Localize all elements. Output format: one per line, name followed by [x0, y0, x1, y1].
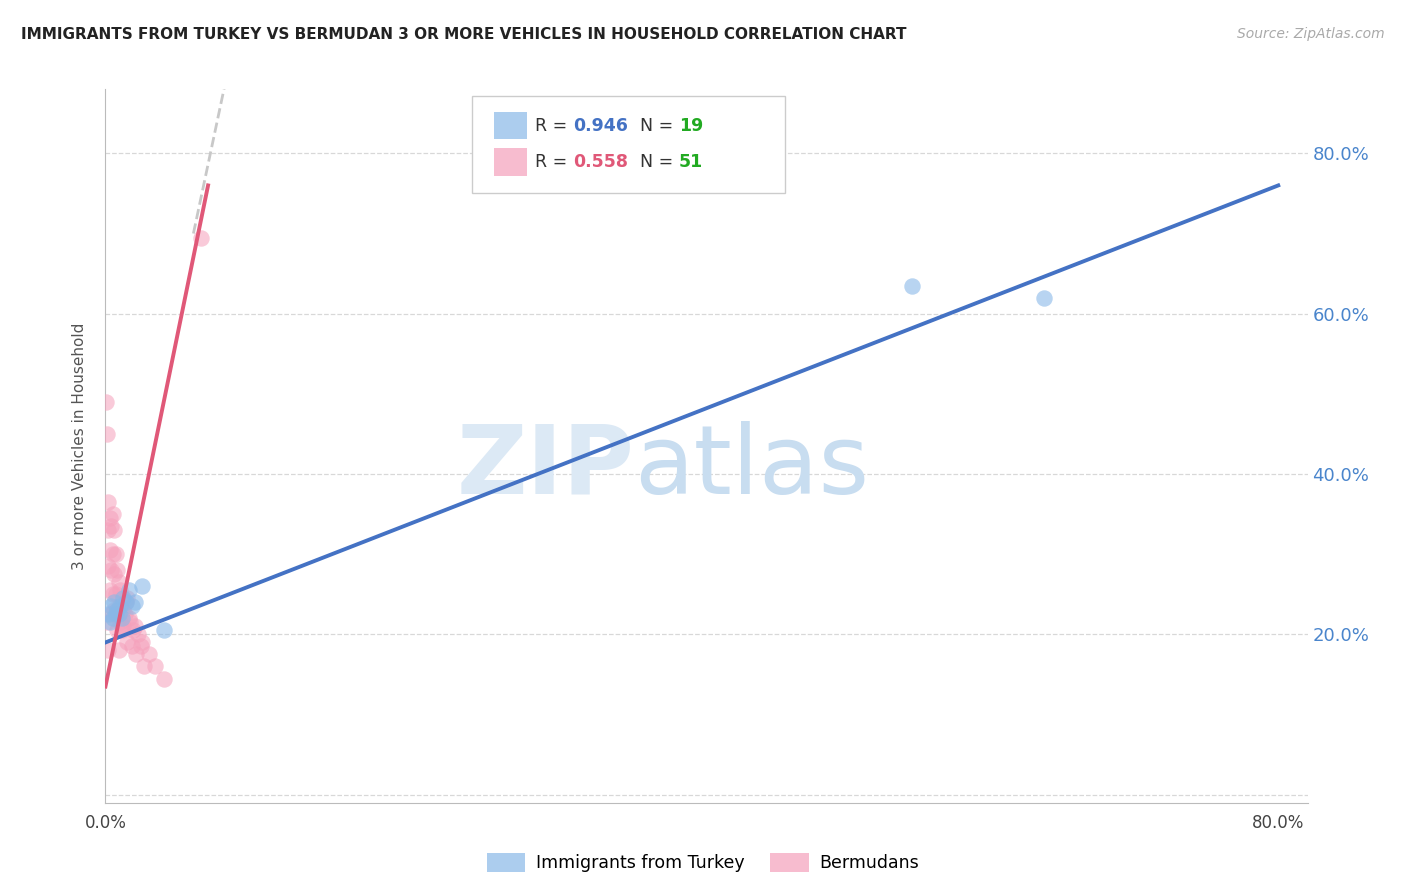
- Text: R =: R =: [534, 117, 572, 135]
- Point: [97, 495, 120, 509]
- Text: 51: 51: [679, 153, 703, 171]
- Point: [117, 635, 139, 649]
- Point: [105, 624, 128, 638]
- Text: IMMIGRANTS FROM TURKEY VS BERMUDAN 3 OR MORE VEHICLES IN HOUSEHOLD CORRELATION C: IMMIGRANTS FROM TURKEY VS BERMUDAN 3 OR …: [21, 27, 907, 42]
- FancyBboxPatch shape: [494, 112, 527, 139]
- Point: [190, 230, 212, 244]
- Point: [107, 607, 129, 622]
- Legend: Immigrants from Turkey, Bermudans: Immigrants from Turkey, Bermudans: [481, 846, 925, 879]
- FancyBboxPatch shape: [472, 96, 785, 193]
- FancyBboxPatch shape: [494, 148, 527, 176]
- Point: [97, 607, 120, 622]
- Point: [117, 591, 139, 606]
- Point: [900, 278, 922, 293]
- Point: [98, 543, 121, 558]
- Y-axis label: 3 or more Vehicles in Household: 3 or more Vehicles in Household: [72, 322, 87, 570]
- Point: [105, 563, 128, 577]
- Text: N =: N =: [640, 153, 679, 171]
- Text: atlas: atlas: [634, 421, 869, 514]
- Point: [121, 640, 143, 654]
- Point: [124, 619, 146, 633]
- Point: [96, 615, 118, 630]
- Point: [101, 547, 124, 561]
- Point: [108, 615, 131, 630]
- Text: N =: N =: [640, 117, 679, 135]
- Point: [96, 395, 118, 409]
- Point: [105, 603, 128, 617]
- Point: [105, 603, 128, 617]
- Point: [101, 611, 124, 625]
- Point: [101, 507, 124, 521]
- Point: [112, 603, 135, 617]
- Text: 0.558: 0.558: [574, 153, 628, 171]
- Point: [120, 615, 142, 630]
- Text: R =: R =: [534, 153, 572, 171]
- Point: [100, 607, 122, 622]
- Point: [103, 567, 125, 582]
- Point: [131, 635, 153, 649]
- Text: 0.946: 0.946: [574, 117, 628, 135]
- Point: [110, 591, 132, 606]
- Point: [98, 583, 121, 598]
- Point: [112, 619, 135, 633]
- Point: [97, 523, 120, 537]
- Point: [101, 587, 124, 601]
- Text: 19: 19: [679, 117, 703, 135]
- Point: [125, 648, 148, 662]
- Text: ZIP: ZIP: [457, 421, 634, 514]
- Point: [124, 595, 146, 609]
- Point: [121, 599, 143, 614]
- Point: [153, 672, 176, 686]
- Point: [96, 427, 118, 442]
- Point: [131, 579, 153, 593]
- Point: [104, 547, 127, 561]
- Point: [104, 607, 127, 622]
- Point: [100, 519, 122, 533]
- Point: [112, 591, 135, 606]
- Point: [132, 659, 155, 673]
- Point: [107, 643, 129, 657]
- Point: [1032, 291, 1054, 305]
- Point: [110, 611, 132, 625]
- Point: [100, 563, 122, 577]
- Point: [122, 624, 145, 638]
- Point: [107, 607, 129, 622]
- Point: [103, 603, 125, 617]
- Point: [103, 523, 125, 537]
- Point: [114, 607, 136, 622]
- Point: [98, 615, 121, 630]
- Point: [108, 583, 131, 598]
- Text: Source: ZipAtlas.com: Source: ZipAtlas.com: [1237, 27, 1385, 41]
- Point: [97, 559, 120, 574]
- Point: [118, 583, 141, 598]
- Point: [143, 659, 166, 673]
- Point: [129, 640, 152, 654]
- Point: [138, 648, 160, 662]
- Point: [108, 599, 131, 614]
- Point: [115, 595, 138, 609]
- Point: [107, 575, 129, 590]
- Point: [97, 643, 120, 657]
- Point: [103, 595, 125, 609]
- Point: [118, 611, 141, 625]
- Point: [127, 627, 149, 641]
- Point: [153, 624, 176, 638]
- Point: [104, 587, 127, 601]
- Point: [115, 595, 138, 609]
- Point: [110, 624, 132, 638]
- Point: [98, 511, 121, 525]
- Point: [100, 599, 122, 614]
